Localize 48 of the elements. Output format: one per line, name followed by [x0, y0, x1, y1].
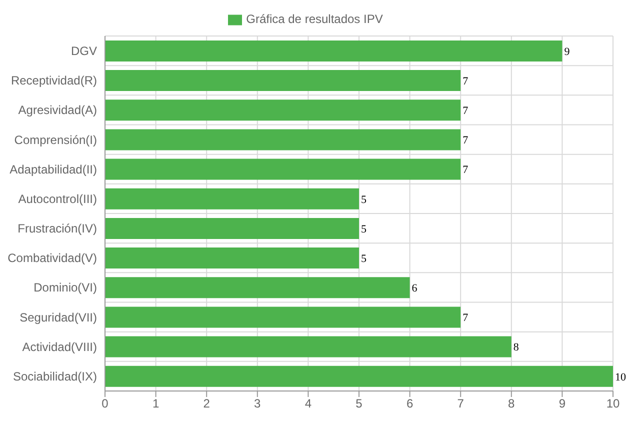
y-tick-label: Combatividad(V): [8, 251, 97, 266]
x-tick-label: 7: [457, 396, 464, 411]
y-tick-label: Frustración(IV): [18, 222, 97, 236]
data-label: 7: [462, 105, 469, 118]
x-tick-label: 4: [304, 396, 312, 411]
x-tick-label: 10: [606, 396, 620, 411]
x-tick-label: 3: [254, 396, 262, 411]
data-label: 6: [412, 282, 418, 295]
x-tick-label: 1: [152, 396, 160, 411]
bar: [105, 277, 410, 298]
bar: [105, 336, 512, 358]
y-tick-label: Receptividad(R): [10, 74, 97, 88]
bar: [105, 306, 461, 328]
data-label: 9: [564, 46, 570, 58]
x-tick-label: 8: [508, 396, 516, 411]
bar: [105, 40, 562, 62]
data-label: 5: [361, 194, 367, 206]
y-tick-label: Seguridad(VII): [20, 310, 97, 324]
x-tick-label: 9: [558, 396, 566, 411]
bar: [105, 158, 461, 180]
y-tick-label: Comprensión(I): [14, 132, 97, 147]
bar: [105, 248, 359, 269]
y-tick-label: Autocontrol(III): [18, 192, 97, 206]
x-tick-label: 6: [406, 396, 414, 411]
data-label: 7: [462, 75, 469, 88]
y-tick-label: Actividad(VIII): [22, 340, 97, 354]
y-tick-label: Sociabilidad(IX): [12, 369, 97, 384]
bar: [105, 100, 461, 121]
x-tick-label: 2: [203, 396, 210, 411]
bar: [105, 188, 359, 210]
data-label: 10: [615, 371, 626, 384]
data-label: 7: [462, 134, 469, 147]
bar: [105, 218, 359, 239]
bar: [105, 70, 461, 92]
x-tick-label: 0: [102, 396, 109, 411]
data-label: 8: [513, 342, 520, 354]
y-tick-label: Agresividad(A): [18, 103, 97, 118]
y-tick-label: Adaptabilidad(II): [10, 162, 97, 176]
x-tick-label: 5: [356, 396, 363, 411]
data-label: 7: [462, 164, 469, 176]
legend-label: Gráfica de resultados IPV: [246, 12, 383, 26]
y-tick-label: DGV: [70, 44, 97, 58]
data-label: 5: [361, 252, 367, 265]
bar: [105, 129, 461, 150]
bar: [105, 366, 613, 387]
data-label: 7: [462, 312, 469, 324]
y-tick-label: Dominio(VI): [34, 280, 97, 295]
data-label: 5: [361, 223, 367, 236]
